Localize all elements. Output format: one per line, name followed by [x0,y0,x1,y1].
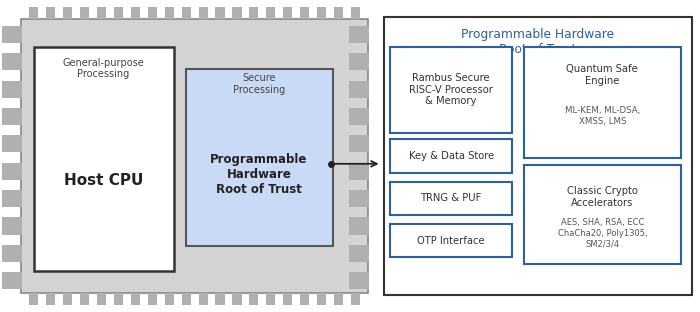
Bar [384,17,692,295]
Bar [2,190,22,207]
Bar [349,272,369,290]
Bar [300,293,309,305]
Bar [131,293,140,305]
Bar [524,165,681,264]
Bar [199,293,208,305]
Bar [232,7,241,19]
Bar [46,7,55,19]
Bar [2,272,22,290]
Bar [351,7,360,19]
Text: AES, SHA, RSA, ECC
ChaCha20, Poly1305,
SM2/3/4: AES, SHA, RSA, ECC ChaCha20, Poly1305, S… [557,218,648,248]
Bar [2,163,22,180]
Bar [2,135,22,153]
Bar [232,293,241,305]
Bar [2,108,22,125]
Bar [97,7,106,19]
Bar [2,53,22,70]
Bar [349,53,369,70]
Bar [2,26,22,43]
Bar [266,293,275,305]
Bar [390,182,512,215]
Text: Programmable
Hardware
Root of Trust: Programmable Hardware Root of Trust [210,153,308,196]
Bar [216,7,225,19]
Bar [300,7,309,19]
Bar [114,293,123,305]
Bar [351,293,360,305]
Bar [2,80,22,98]
Bar [164,7,174,19]
Text: ML-KEM, ML-DSA,
XMSS, LMS: ML-KEM, ML-DSA, XMSS, LMS [565,106,640,126]
Bar [334,7,343,19]
Bar [46,293,55,305]
Bar [2,217,22,235]
Bar [181,293,190,305]
Text: Rambus Secure
RISC-V Processor
& Memory: Rambus Secure RISC-V Processor & Memory [410,73,493,106]
Bar [349,80,369,98]
Bar [63,293,72,305]
Bar [284,7,293,19]
Text: Quantum Safe
Engine: Quantum Safe Engine [566,64,638,86]
Text: OTP Interface: OTP Interface [417,236,485,246]
Bar [249,293,258,305]
Bar [349,108,369,125]
Bar [186,69,332,246]
Bar [249,7,258,19]
Bar [80,293,89,305]
Bar [524,47,681,158]
Bar [317,7,326,19]
Text: Secure
Processing: Secure Processing [233,73,285,95]
Bar [349,190,369,207]
Bar [317,293,326,305]
Bar [2,245,22,262]
Bar [34,47,174,271]
Bar [114,7,123,19]
Bar [131,7,140,19]
Bar [349,245,369,262]
Bar [181,7,190,19]
Bar [266,7,275,19]
Bar [80,7,89,19]
Bar [97,293,106,305]
Bar [349,135,369,153]
Bar [29,7,38,19]
Bar [390,47,512,133]
Bar [334,293,343,305]
Bar [390,224,512,257]
Bar [349,217,369,235]
Bar [148,293,157,305]
Bar [63,7,72,19]
Bar [199,7,208,19]
Bar [349,163,369,180]
Bar [390,139,512,173]
Text: TRNG & PUF: TRNG & PUF [421,193,482,203]
Bar [164,293,174,305]
Bar [349,26,369,43]
Text: Key & Data Store: Key & Data Store [409,151,493,161]
Bar [216,293,225,305]
Bar [21,19,368,293]
Text: Classic Crypto
Accelerators: Classic Crypto Accelerators [567,186,638,208]
Bar [284,293,293,305]
Text: Host CPU: Host CPU [64,173,144,188]
Bar [148,7,157,19]
Text: Programmable Hardware
Root of Trust: Programmable Hardware Root of Trust [461,28,614,56]
Text: General-purpose
Processing: General-purpose Processing [63,58,144,80]
Bar [29,293,38,305]
